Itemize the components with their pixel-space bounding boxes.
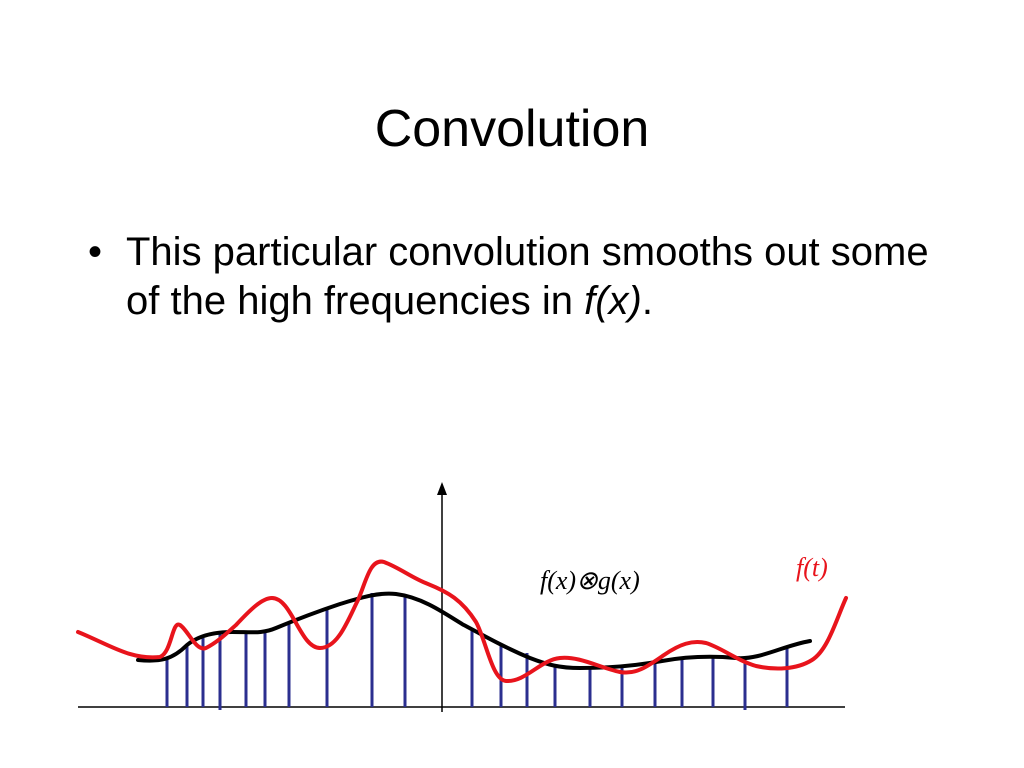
bullet-emph: f(x) bbox=[584, 278, 642, 323]
y-axis-arrow-icon bbox=[437, 482, 447, 495]
bullet-dot-icon: • bbox=[88, 230, 103, 274]
convolution-label: f(x)⊗g(x) bbox=[540, 566, 640, 595]
f-curve-label: f(t) bbox=[796, 553, 828, 582]
bullet-text: This particular convolution smooths out … bbox=[126, 228, 948, 326]
f-curve bbox=[76, 559, 848, 684]
convolution-curve bbox=[136, 591, 812, 670]
sample-lines bbox=[165, 593, 789, 710]
bullet-tail: . bbox=[641, 278, 653, 323]
bullet-lead: This particular convolution smooths out … bbox=[126, 230, 929, 323]
bullet-item: • This particular convolution smooths ou… bbox=[88, 228, 948, 326]
slide-title: Convolution bbox=[374, 100, 650, 158]
